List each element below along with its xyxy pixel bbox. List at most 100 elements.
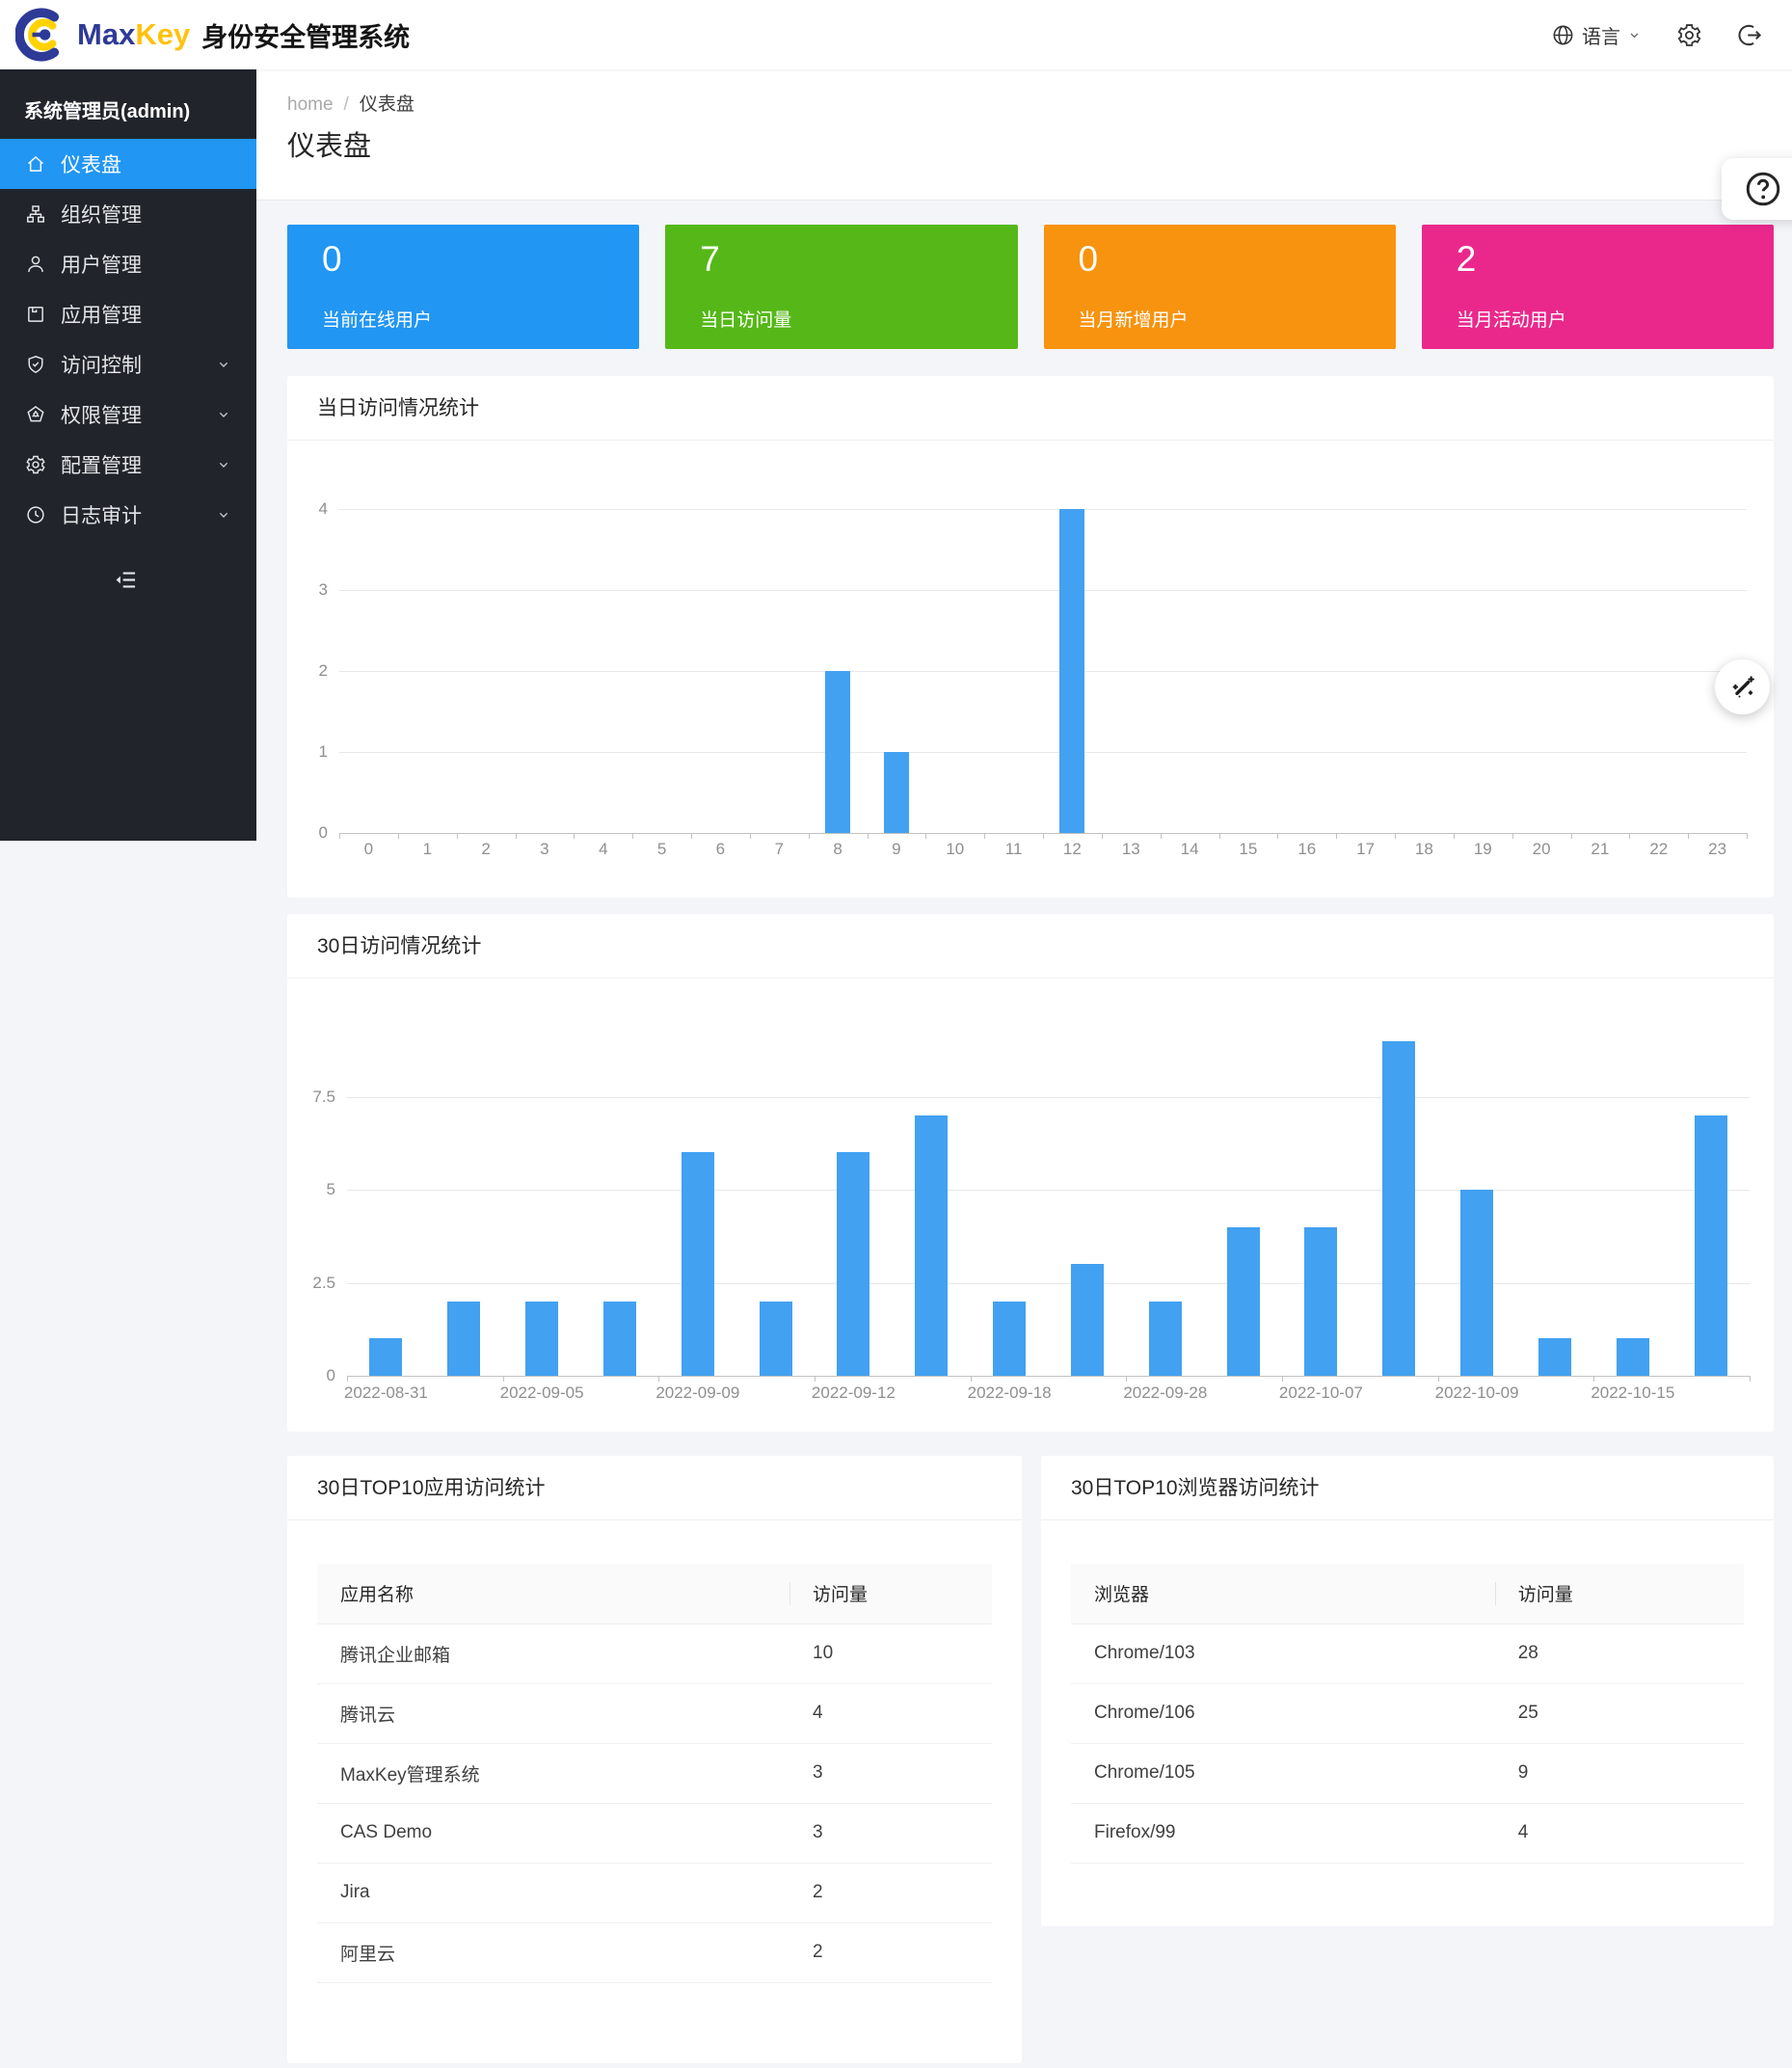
user-icon (25, 254, 46, 275)
x-axis-tick (1043, 833, 1044, 839)
y-axis-label: 2.5 (312, 1273, 335, 1292)
monthly-visits-card: 30日访问情况统计 0 2.5 5 7.5 2022-08-31 2022-09-05 20… (287, 914, 1774, 1432)
x-axis-label: 5 (656, 840, 667, 858)
gridline (339, 590, 1747, 591)
x-axis-tick (749, 833, 751, 839)
x-axis-label: 8 (833, 840, 843, 858)
x-axis-tick (1277, 833, 1279, 839)
x-axis-tick (632, 833, 634, 839)
top-browsers-card: 30日TOP10浏览器访问统计 浏览器 访问量 Chrome/103 28 Chrome… (1041, 1456, 1774, 1926)
app-header: MaxKey 身份安全管理系统 语言 (0, 0, 1792, 69)
sidebar-item-config[interactable]: 配置管理 (0, 440, 256, 490)
top-apps-table-wrap: 应用名称 访问量 腾讯企业邮箱 10 腾讯云 4 MaxKey管理系统 3 CAS Demo 3 J… (317, 1564, 992, 1983)
menu-fold-icon[interactable] (113, 567, 139, 593)
stat-card-online-users: 0 当前在线用户 (287, 225, 640, 349)
table-header-row: 浏览器 访问量 (1071, 1564, 1744, 1625)
x-axis-tick (1336, 833, 1338, 839)
x-axis-tick (925, 833, 927, 839)
gridline (347, 1282, 1750, 1284)
x-axis-tick (1747, 833, 1748, 839)
x-axis-label: 4 (599, 840, 608, 858)
sidebar-item-dashboard[interactable]: 仪表盘 (0, 139, 256, 189)
top-browsers-table-wrap: 浏览器 访问量 Chrome/103 28 Chrome/106 25 Chrome/105… (1071, 1564, 1744, 1864)
x-axis-tick (347, 1376, 348, 1382)
x-axis-label: 2 (481, 840, 491, 858)
table-row: Chrome/103 28 (1071, 1624, 1744, 1684)
brand-key: Key (135, 17, 191, 51)
data-table: 浏览器 访问量 Chrome/103 28 Chrome/106 25 Chrome/105… (1071, 1564, 1744, 1864)
x-axis-label: 2022-09-05 (499, 1383, 584, 1402)
breadcrumb: home / 仪表盘 (287, 90, 415, 116)
header-actions: 语言 (1551, 21, 1763, 49)
column-header: 应用名称 (317, 1564, 789, 1625)
column-header: 浏览器 (1071, 1564, 1495, 1625)
x-axis-tick (984, 833, 986, 839)
y-axis-label: 1 (318, 742, 328, 761)
sidebar-item-perms[interactable]: 权限管理 (0, 389, 256, 440)
x-axis-label: 2022-09-18 (967, 1383, 1052, 1402)
sidebar-item-apps[interactable]: 应用管理 (0, 289, 256, 339)
x-axis-label: 2022-08-31 (343, 1383, 428, 1402)
table-cell: 2 (789, 1863, 992, 1923)
sidebar-footer (0, 567, 256, 598)
bar (369, 1338, 403, 1376)
question-circle-icon (1743, 169, 1783, 209)
table-row: MaxKey管理系统 3 (317, 1743, 992, 1804)
breadcrumb-current: 仪表盘 (359, 94, 415, 115)
x-axis-label: 9 (892, 840, 901, 858)
x-axis-label: 21 (1591, 840, 1610, 858)
table-header-row: 应用名称 访问量 (317, 1564, 992, 1625)
x-axis-label: 20 (1532, 840, 1551, 858)
table-cell: 腾讯云 (317, 1683, 789, 1744)
table-cell: 4 (789, 1683, 992, 1744)
table-cell: 腾讯企业邮箱 (317, 1624, 789, 1684)
sidebar-item-label: 配置管理 (61, 455, 142, 477)
settings-gear-button[interactable] (1676, 22, 1702, 48)
stat-card-month-new-users: 0 当月新增用户 (1043, 225, 1396, 349)
sidebar-item-audit[interactable]: 日志审计 (0, 490, 256, 540)
stat-value: 0 (322, 239, 342, 279)
y-axis-label: 0 (326, 1366, 335, 1384)
magic-wand-icon (1728, 673, 1757, 702)
x-axis-tick (339, 833, 340, 839)
sidebar-item-label: 用户管理 (61, 255, 142, 277)
table-cell: 28 (1494, 1624, 1744, 1684)
gridline (339, 671, 1747, 672)
x-axis-label: 13 (1121, 840, 1140, 858)
x-axis-label: 19 (1473, 840, 1492, 858)
chevron-down-icon (216, 457, 231, 472)
table-row: Chrome/106 25 (1071, 1683, 1744, 1744)
x-axis-label: 2022-09-28 (1123, 1383, 1208, 1402)
table-cell: Jira (317, 1863, 789, 1923)
x-axis-tick (808, 833, 810, 839)
brand-max: Max (77, 17, 136, 51)
x-axis-line (347, 1376, 1750, 1377)
x-axis-label: 2022-09-09 (655, 1383, 740, 1402)
table-cell: 9 (1494, 1743, 1744, 1804)
help-button[interactable] (1722, 158, 1792, 220)
table-cell: Chrome/106 (1071, 1683, 1495, 1744)
column-header: 访问量 (1494, 1564, 1744, 1625)
x-axis-tick (397, 833, 399, 839)
sidebar-item-users[interactable]: 用户管理 (0, 239, 256, 289)
sidebar-item-org[interactable]: 组织管理 (0, 189, 256, 239)
x-axis-tick (658, 1376, 660, 1382)
table-cell: 10 (789, 1624, 992, 1684)
x-axis-label: 6 (715, 840, 726, 858)
bar (825, 671, 851, 833)
x-axis-label: 10 (946, 840, 965, 858)
x-axis-tick (574, 833, 575, 839)
card-title: 当日访问情况统计 (287, 376, 1774, 441)
bar (1616, 1338, 1649, 1376)
table-cell: 4 (1494, 1803, 1744, 1864)
logout-icon[interactable] (1737, 22, 1763, 48)
stat-value: 2 (1456, 239, 1477, 279)
gridline (347, 1190, 1750, 1191)
breadcrumb-home-link[interactable]: home (287, 94, 334, 115)
sidebar-item-access[interactable]: 访问控制 (0, 339, 256, 389)
theme-wand-button[interactable] (1715, 659, 1770, 714)
gridline (339, 752, 1747, 753)
language-menu[interactable]: 语言 (1551, 21, 1642, 49)
x-axis-label: 0 (363, 840, 374, 858)
x-axis-label: 2022-09-12 (811, 1383, 896, 1402)
